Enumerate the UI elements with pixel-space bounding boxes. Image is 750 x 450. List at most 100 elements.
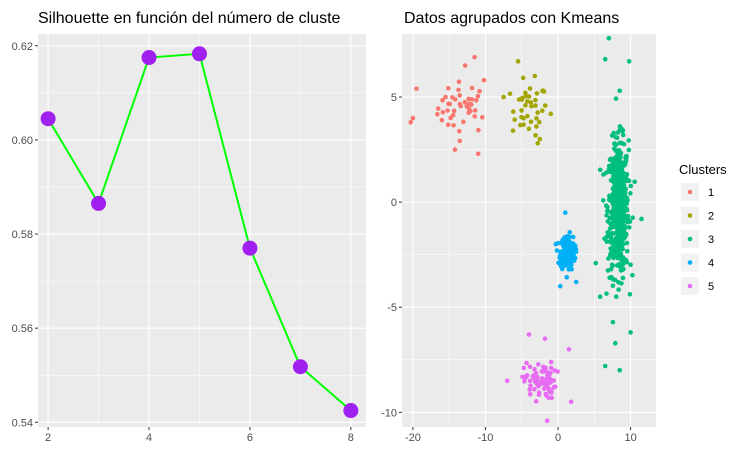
cluster-2-point bbox=[535, 140, 541, 146]
cluster-1-point bbox=[475, 93, 481, 99]
cluster-5-point bbox=[521, 365, 527, 371]
cluster-5-point bbox=[533, 399, 539, 404]
cluster-3-point bbox=[597, 294, 603, 300]
cluster-1-point bbox=[457, 101, 463, 107]
cluster-4-point bbox=[559, 266, 565, 272]
silhouette-point-k6 bbox=[242, 240, 258, 256]
cluster-3-point bbox=[613, 142, 619, 148]
cluster-3-point bbox=[617, 367, 623, 373]
cluster-2-point bbox=[518, 122, 523, 128]
cluster-5-point bbox=[552, 384, 558, 390]
legend-label: 1 bbox=[708, 187, 714, 199]
cluster-5-point bbox=[527, 391, 533, 397]
cluster-1-point bbox=[481, 77, 487, 83]
cluster-5-point bbox=[528, 383, 533, 388]
cluster-2-point bbox=[540, 88, 546, 93]
cluster-3-point bbox=[619, 281, 624, 286]
cluster-3-point bbox=[639, 216, 644, 222]
cluster-3-point bbox=[618, 155, 623, 160]
cluster-3-point bbox=[618, 244, 624, 250]
cluster-3-point bbox=[616, 204, 622, 210]
cluster-3-point bbox=[620, 132, 626, 138]
cluster-4-point bbox=[569, 266, 574, 272]
cluster-5-point bbox=[568, 399, 574, 405]
cluster-1-point bbox=[443, 94, 448, 100]
cluster-1-point bbox=[462, 63, 468, 68]
cluster-2-point bbox=[510, 109, 516, 114]
cluster-3-point bbox=[611, 245, 616, 251]
silhouette-gridlines bbox=[38, 34, 366, 427]
cluster-4-point bbox=[558, 249, 563, 255]
cluster-3-point bbox=[611, 130, 617, 136]
cluster-5-point bbox=[546, 388, 552, 394]
cluster-3-point bbox=[617, 88, 623, 94]
cluster-3-point bbox=[614, 241, 619, 247]
cluster-3-point bbox=[613, 135, 619, 140]
cluster-2-point bbox=[533, 103, 538, 108]
cluster-5-point bbox=[526, 332, 532, 337]
cluster-2-point bbox=[542, 103, 548, 108]
cluster-3-point bbox=[617, 225, 623, 231]
cluster-1-point bbox=[445, 85, 451, 91]
cluster-3-point bbox=[607, 157, 613, 163]
cluster-3-point bbox=[605, 219, 611, 224]
cluster-3-point bbox=[616, 198, 621, 204]
cluster-5-point bbox=[566, 346, 572, 352]
cluster-5-point bbox=[551, 378, 557, 383]
cluster-1-point bbox=[468, 108, 473, 114]
cluster-4-point bbox=[563, 241, 569, 246]
cluster-4-point bbox=[553, 241, 559, 247]
cluster-3-point bbox=[613, 154, 619, 160]
cluster-3-point bbox=[618, 170, 624, 175]
cluster-3-point bbox=[627, 291, 633, 297]
cluster-3-point bbox=[624, 240, 630, 246]
cluster-4-point bbox=[562, 254, 567, 259]
cluster-3-point bbox=[611, 185, 617, 191]
cluster-5-point bbox=[548, 359, 554, 365]
cluster-3-point bbox=[626, 138, 632, 143]
cluster-1-point bbox=[445, 122, 451, 128]
cluster-1-point bbox=[446, 101, 451, 107]
cluster-4-points bbox=[553, 210, 579, 289]
cluster-3-point bbox=[604, 239, 610, 244]
cluster-1-points bbox=[408, 54, 487, 157]
y-tick-label: 0 bbox=[391, 197, 397, 209]
cluster-3-point bbox=[611, 165, 616, 171]
cluster-2-point bbox=[536, 119, 542, 125]
cluster-1-point bbox=[456, 87, 461, 93]
cluster-2-point bbox=[533, 133, 538, 138]
cluster-2-point bbox=[548, 111, 554, 117]
cluster-3-point bbox=[607, 239, 613, 244]
y-tick-label: -10 bbox=[381, 407, 397, 419]
legend-item-3: 3 bbox=[681, 230, 714, 248]
silhouette-title: Silhouette en función del número de clus… bbox=[38, 10, 341, 27]
cluster-3-point bbox=[600, 198, 606, 203]
x-tick-label: 10 bbox=[624, 432, 636, 444]
cluster-3-point bbox=[626, 59, 632, 64]
x-tick-label: 6 bbox=[247, 432, 253, 444]
cluster-5-point bbox=[544, 376, 549, 382]
cluster-3-point bbox=[628, 262, 633, 268]
cluster-3-point bbox=[610, 319, 616, 325]
cluster-3-point bbox=[628, 183, 634, 189]
cluster-3-point bbox=[621, 258, 627, 263]
cluster-3-point bbox=[608, 177, 614, 183]
cluster-3-point bbox=[619, 194, 625, 200]
cluster-3-point bbox=[620, 237, 625, 243]
cluster-3-point bbox=[614, 263, 620, 268]
cluster-3-point bbox=[628, 191, 633, 196]
cluster-4-point bbox=[558, 263, 563, 268]
cluster-5-point bbox=[522, 379, 527, 384]
cluster-4-point bbox=[564, 274, 570, 280]
cluster-2-point bbox=[527, 86, 533, 91]
cluster-1-point bbox=[445, 108, 450, 113]
legend-label: 5 bbox=[708, 281, 714, 293]
cluster-3-point bbox=[613, 160, 618, 166]
cluster-5-point bbox=[527, 387, 533, 392]
cluster-1-point bbox=[451, 108, 457, 114]
cluster-4-point bbox=[573, 279, 579, 285]
cluster-5-point bbox=[536, 392, 542, 398]
cluster-2-point bbox=[534, 91, 540, 96]
y-tick-label: 0.58 bbox=[12, 229, 33, 241]
cluster-5-point bbox=[539, 378, 545, 383]
